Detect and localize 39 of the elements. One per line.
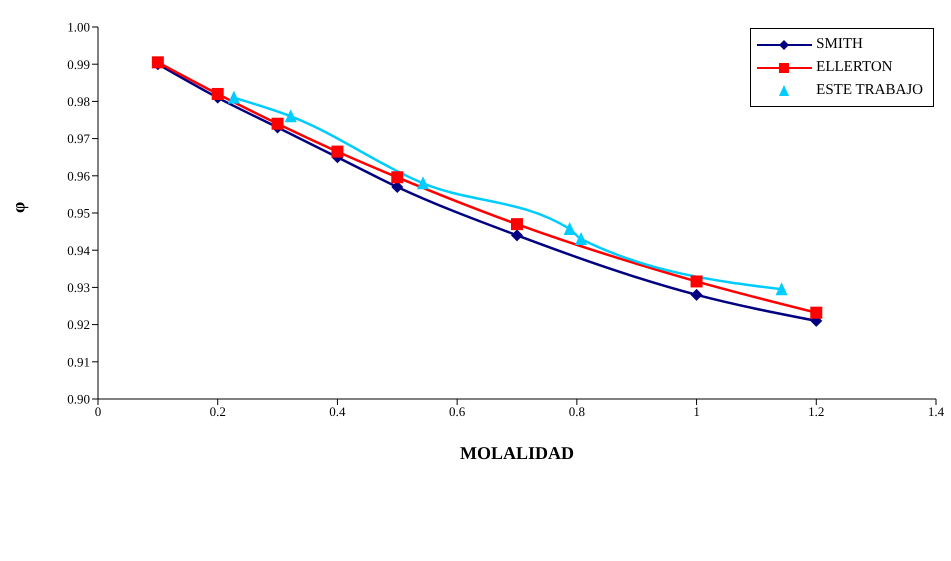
x-tick-label: 0.2 <box>210 404 226 420</box>
y-tick-label: 0.96 <box>67 168 90 184</box>
point <box>391 171 404 184</box>
x-axis-title: MOLALIDAD <box>460 443 574 463</box>
y-tick-label: 0.98 <box>67 94 90 110</box>
x-tick-label: 1.4 <box>928 404 945 420</box>
point <box>511 218 523 230</box>
point <box>776 282 788 296</box>
y-tick-label: 0.90 <box>67 392 90 407</box>
point <box>212 88 224 100</box>
y-tick-label: 0.94 <box>67 242 90 258</box>
y-tick-label: 0.92 <box>67 317 90 332</box>
legend-label: SMITH <box>816 36 863 53</box>
point <box>564 222 576 235</box>
y-tick-label: 1.00 <box>67 20 90 35</box>
point <box>690 275 703 288</box>
point <box>575 232 588 246</box>
legend-label: ELLERTON <box>816 59 892 76</box>
x-tick-label: 0.4 <box>329 404 346 420</box>
x-tick-label: 1 <box>693 404 700 420</box>
point <box>810 306 822 319</box>
y-axis-title: φ <box>8 202 28 213</box>
y-tick-label: 0.95 <box>67 206 90 221</box>
point <box>284 109 297 122</box>
y-tick-label: 0.91 <box>67 354 90 370</box>
point <box>417 176 430 190</box>
point <box>228 90 240 104</box>
y-tick-label: 0.97 <box>67 131 90 146</box>
y-tick-label: 0.93 <box>67 280 90 296</box>
point <box>331 146 344 158</box>
x-tick-label: 1.2 <box>808 404 824 420</box>
point <box>511 229 523 242</box>
point <box>690 288 703 301</box>
x-tick-label: 0 <box>94 404 102 420</box>
legend-label: ESTE TRABAJO <box>816 82 923 99</box>
x-tick-label: 0.8 <box>568 404 585 420</box>
x-tick-label: 0.6 <box>449 404 466 420</box>
point <box>272 118 284 130</box>
y-tick-label: 0.99 <box>67 56 90 72</box>
